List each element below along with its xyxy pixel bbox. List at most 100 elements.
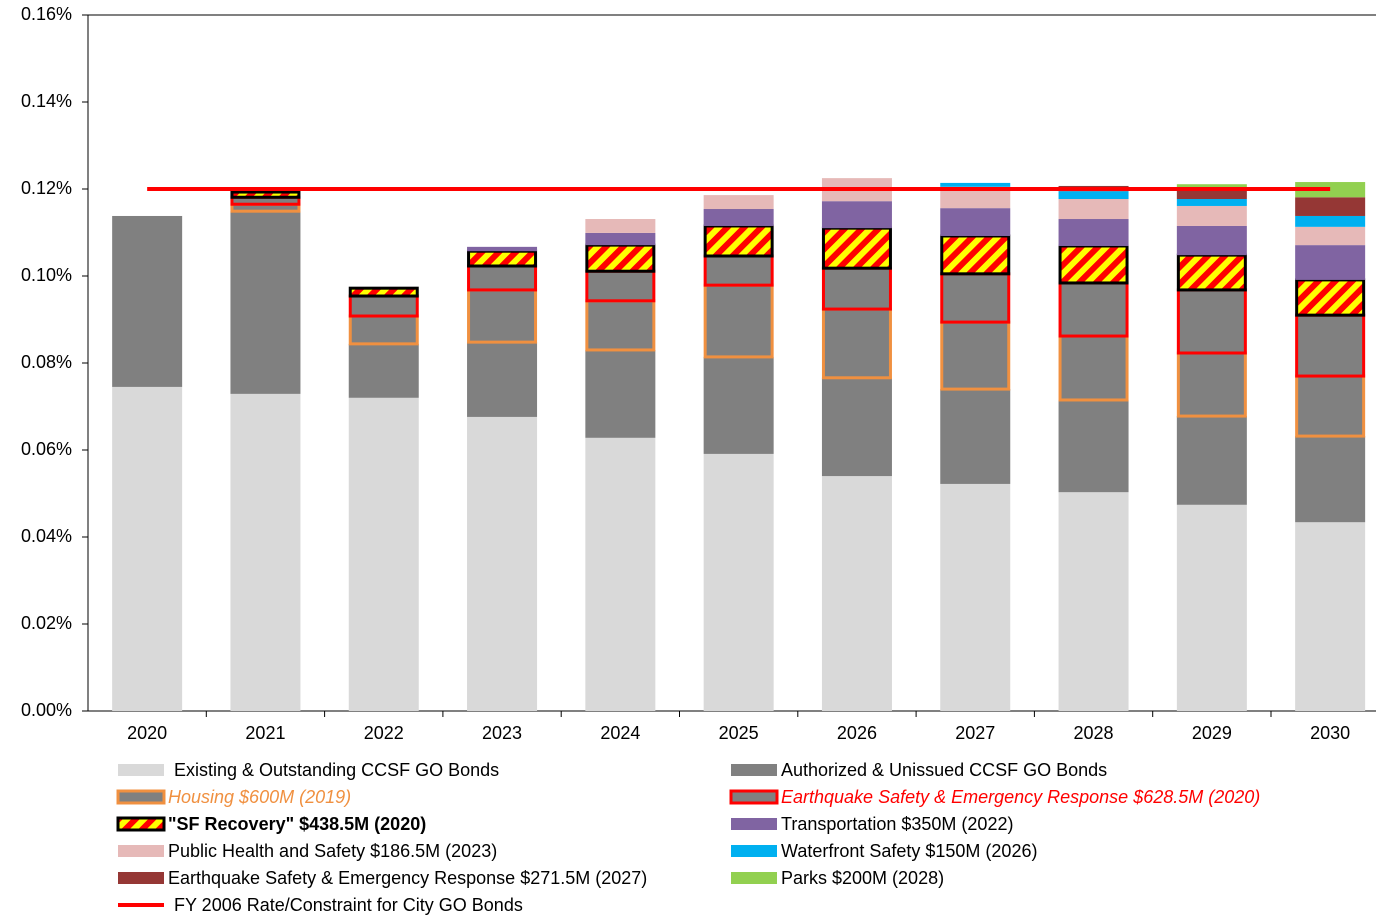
x-tick-label: 2022 xyxy=(364,723,404,743)
bar-segment xyxy=(467,342,538,417)
bar-segment xyxy=(821,307,892,380)
x-tick-label: 2030 xyxy=(1310,723,1350,743)
bar-segment xyxy=(467,264,538,292)
bar-segment xyxy=(940,186,1011,209)
y-tick-label: 0.00% xyxy=(21,700,72,720)
bar-segment xyxy=(467,416,538,711)
legend-swatch xyxy=(118,845,164,857)
bar-segment xyxy=(348,343,419,398)
bar-segment xyxy=(821,377,892,477)
bar-segment xyxy=(940,389,1011,484)
bar-segment xyxy=(1295,313,1366,378)
y-tick-label: 0.14% xyxy=(21,91,72,111)
bar-segment xyxy=(1176,288,1247,355)
bar-segment xyxy=(112,386,183,711)
bar-segment xyxy=(1058,399,1129,493)
bar-segment xyxy=(585,219,656,233)
legend-swatch xyxy=(116,816,166,832)
legend-swatch xyxy=(731,764,777,776)
legend-label: Earthquake Safety & Emergency Response $… xyxy=(781,787,1260,807)
legend-label: Transportation $350M (2022) xyxy=(781,814,1013,834)
bar-segment xyxy=(585,269,656,303)
bar-segment xyxy=(1176,504,1247,711)
x-tick-label: 2021 xyxy=(245,723,285,743)
bar-segment xyxy=(112,215,183,387)
legend-label: Parks $200M (2028) xyxy=(781,868,944,888)
bar-segment xyxy=(1295,278,1366,317)
x-tick-label: 2029 xyxy=(1192,723,1232,743)
legend-swatch xyxy=(118,872,164,884)
bar-segment xyxy=(703,195,774,210)
legend-swatch xyxy=(116,789,166,805)
bar-segment xyxy=(821,226,892,270)
legend-label: FY 2006 Rate/Constraint for City GO Bond… xyxy=(174,895,523,915)
legend-swatch xyxy=(731,818,777,830)
bar-segment xyxy=(1176,184,1247,189)
bar-segment xyxy=(1058,199,1129,220)
bar-segment xyxy=(1295,226,1366,246)
bar-segment xyxy=(585,437,656,711)
bar-segment xyxy=(1176,253,1247,292)
bar-segment xyxy=(1295,245,1366,280)
bar-segment xyxy=(821,201,892,229)
bar-segment xyxy=(703,356,774,454)
y-tick-label: 0.02% xyxy=(21,613,72,633)
bar-segment xyxy=(1058,334,1129,402)
legend-label: "SF Recovery" $438.5M (2020) xyxy=(168,814,426,834)
bar-segment xyxy=(1176,199,1247,206)
bar-segment xyxy=(1176,188,1247,200)
bar-segment xyxy=(1295,436,1366,523)
bar-segment xyxy=(1058,191,1129,200)
legend-swatch xyxy=(731,845,777,857)
bar-segment xyxy=(703,224,774,258)
x-tick-label: 2025 xyxy=(719,723,759,743)
bar-segment xyxy=(348,294,419,318)
y-tick-label: 0.16% xyxy=(21,4,72,24)
y-tick-label: 0.10% xyxy=(21,265,72,285)
bar-segment xyxy=(703,209,774,226)
bar-segment xyxy=(467,246,538,252)
bar-segment xyxy=(940,208,1011,236)
y-tick-label: 0.08% xyxy=(21,352,72,372)
bar-segment xyxy=(467,288,538,344)
bar-segment xyxy=(585,232,656,246)
bar-segment xyxy=(821,266,892,311)
bar-segment xyxy=(1295,374,1366,438)
bar-segment xyxy=(1295,215,1366,227)
bar-segment xyxy=(585,349,656,438)
bar-segment xyxy=(1058,244,1129,285)
legend-label: Public Health and Safety $186.5M (2023) xyxy=(168,841,497,861)
x-tick-label: 2023 xyxy=(482,723,522,743)
legend-label: Earthquake Safety & Emergency Response $… xyxy=(168,868,647,888)
x-tick-label: 2027 xyxy=(955,723,995,743)
bar-segment xyxy=(1176,225,1247,256)
legend-label: Waterfront Safety $150M (2026) xyxy=(781,841,1037,861)
bar-segment xyxy=(940,483,1011,711)
bar-segment xyxy=(940,182,1011,187)
x-tick-label: 2020 xyxy=(127,723,167,743)
bar-segment xyxy=(940,234,1011,276)
bar-segment xyxy=(703,254,774,287)
bar-segment xyxy=(1176,205,1247,226)
bar-segment xyxy=(1295,522,1366,711)
x-tick-label: 2026 xyxy=(837,723,877,743)
legend-swatch xyxy=(729,789,779,805)
bar-segment xyxy=(1176,416,1247,505)
bar-segment xyxy=(940,320,1011,391)
y-tick-label: 0.04% xyxy=(21,526,72,546)
bar-segment xyxy=(1176,351,1247,418)
bar-segment xyxy=(348,314,419,346)
bar-segment xyxy=(1295,197,1366,216)
bar-segment xyxy=(585,299,656,352)
bar-segment xyxy=(703,283,774,359)
y-tick-label: 0.12% xyxy=(21,178,72,198)
legend-label: Housing $600M (2019) xyxy=(168,787,351,807)
legend-swatch xyxy=(731,872,777,884)
bar-segment xyxy=(348,286,419,298)
bar-segment xyxy=(1058,281,1129,338)
bar-segment xyxy=(1058,219,1129,246)
y-tick-label: 0.06% xyxy=(21,439,72,459)
bar-segment xyxy=(230,393,301,711)
bar-segment xyxy=(230,211,301,394)
